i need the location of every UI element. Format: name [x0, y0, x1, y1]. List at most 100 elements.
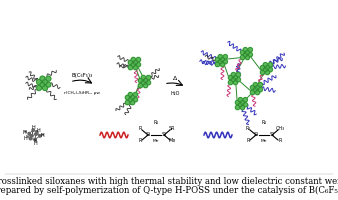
- Text: R: R: [246, 138, 250, 144]
- Text: B(C₆F₅)₃: B(C₆F₅)₃: [71, 73, 93, 78]
- Circle shape: [34, 138, 36, 141]
- Circle shape: [128, 65, 133, 70]
- Circle shape: [130, 100, 135, 105]
- Circle shape: [35, 131, 38, 133]
- Circle shape: [255, 85, 260, 90]
- Text: Si: Si: [254, 132, 259, 138]
- Circle shape: [245, 50, 250, 55]
- Text: Si: Si: [23, 130, 27, 134]
- Circle shape: [125, 100, 130, 105]
- Circle shape: [258, 87, 262, 92]
- Circle shape: [231, 77, 236, 82]
- Text: R₂: R₂: [245, 127, 250, 132]
- Circle shape: [32, 129, 34, 131]
- Text: H: H: [24, 136, 27, 141]
- Text: Si: Si: [269, 132, 274, 138]
- Circle shape: [130, 95, 135, 100]
- Circle shape: [215, 62, 220, 67]
- Circle shape: [250, 85, 255, 90]
- Circle shape: [231, 73, 236, 77]
- Text: H: H: [33, 141, 37, 146]
- Circle shape: [235, 100, 240, 105]
- Circle shape: [235, 105, 240, 110]
- Circle shape: [245, 55, 250, 60]
- Text: Crosslinked siloxanes with high thermal stability and low dielectric constant we: Crosslinked siloxanes with high thermal …: [0, 176, 338, 186]
- Text: Si: Si: [145, 132, 150, 138]
- Text: H₂O: H₂O: [170, 91, 180, 96]
- Circle shape: [40, 82, 45, 87]
- Circle shape: [131, 57, 136, 62]
- Text: r(CH₃)₂SiHR₂, μw: r(CH₃)₂SiHR₂, μw: [64, 91, 100, 95]
- Circle shape: [240, 55, 245, 60]
- Circle shape: [128, 60, 133, 65]
- Circle shape: [253, 83, 258, 87]
- Text: Me: Me: [153, 139, 159, 143]
- Circle shape: [268, 67, 272, 72]
- Text: SR: SR: [169, 127, 175, 132]
- Circle shape: [138, 83, 143, 88]
- Circle shape: [263, 63, 268, 67]
- Circle shape: [233, 80, 238, 85]
- Circle shape: [43, 80, 47, 85]
- Circle shape: [141, 75, 146, 80]
- Circle shape: [146, 80, 151, 85]
- Circle shape: [253, 87, 258, 92]
- Circle shape: [128, 92, 132, 97]
- Text: Δ: Δ: [173, 76, 177, 81]
- Text: R: R: [138, 138, 142, 144]
- Circle shape: [238, 102, 243, 107]
- Circle shape: [220, 62, 225, 67]
- Circle shape: [260, 70, 265, 75]
- Circle shape: [250, 90, 255, 95]
- Circle shape: [133, 60, 138, 65]
- Circle shape: [37, 85, 42, 90]
- Circle shape: [215, 57, 220, 62]
- Circle shape: [248, 52, 252, 57]
- Text: H: H: [37, 128, 41, 133]
- Circle shape: [240, 100, 245, 105]
- Circle shape: [243, 48, 247, 52]
- Circle shape: [255, 90, 260, 95]
- Circle shape: [128, 97, 132, 102]
- Circle shape: [243, 102, 247, 107]
- Circle shape: [260, 65, 265, 70]
- Circle shape: [228, 75, 233, 80]
- Circle shape: [138, 78, 143, 83]
- Circle shape: [37, 80, 42, 85]
- Circle shape: [29, 137, 32, 140]
- Circle shape: [268, 63, 272, 67]
- Circle shape: [141, 80, 146, 85]
- Circle shape: [218, 59, 222, 64]
- Circle shape: [35, 133, 37, 135]
- Circle shape: [46, 82, 51, 87]
- Circle shape: [265, 70, 270, 75]
- Circle shape: [243, 52, 247, 57]
- Text: Si: Si: [34, 139, 38, 143]
- Circle shape: [240, 50, 245, 55]
- Circle shape: [143, 78, 148, 83]
- Circle shape: [146, 75, 151, 80]
- Circle shape: [39, 135, 41, 137]
- Circle shape: [133, 97, 138, 102]
- Circle shape: [265, 65, 270, 70]
- Circle shape: [243, 98, 247, 102]
- Text: CH₃: CH₃: [275, 127, 285, 132]
- Circle shape: [218, 55, 222, 59]
- Circle shape: [240, 105, 245, 110]
- Text: R₂: R₂: [261, 120, 267, 125]
- Text: H: H: [31, 125, 35, 130]
- Circle shape: [248, 48, 252, 52]
- Text: R: R: [138, 127, 142, 132]
- Circle shape: [136, 57, 141, 62]
- Circle shape: [43, 85, 47, 90]
- Circle shape: [143, 83, 148, 88]
- Circle shape: [133, 92, 138, 97]
- Circle shape: [31, 135, 33, 137]
- Circle shape: [228, 80, 233, 85]
- Circle shape: [125, 95, 130, 100]
- Circle shape: [28, 132, 30, 135]
- Text: prepared by self-polymerization of Q-type H-POSS under the catalysis of B(C₆F₅)₃: prepared by self-polymerization of Q-typ…: [0, 185, 338, 195]
- Circle shape: [236, 73, 240, 77]
- Text: Me: Me: [261, 139, 267, 143]
- Text: Si: Si: [26, 135, 29, 139]
